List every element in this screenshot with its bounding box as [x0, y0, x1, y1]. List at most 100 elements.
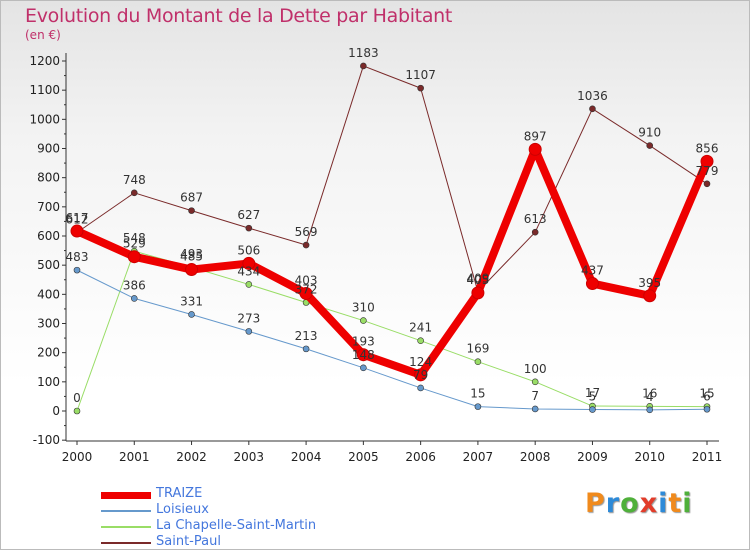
data-label-loisieux: 213	[295, 329, 318, 343]
data-label-saint-paul: 627	[237, 208, 260, 222]
data-label-la-chapelle-saint-martin: 548	[123, 231, 146, 245]
data-point-la-chapelle-saint-martin	[73, 407, 81, 415]
series-line-la-chapelle-saint-martin	[76, 250, 708, 412]
data-point-loisieux	[130, 295, 138, 302]
x-tick-label: 2007	[463, 450, 494, 464]
y-tick-label: 0	[52, 404, 60, 418]
x-tick-label: 2003	[234, 450, 265, 464]
data-point-traize	[242, 256, 256, 270]
legend-swatch	[101, 526, 151, 528]
data-point-traize	[70, 224, 84, 238]
data-point-saint-paul	[130, 189, 138, 197]
data-label-traize: 395	[638, 276, 661, 290]
data-label-saint-paul: 910	[638, 126, 661, 140]
y-tick-label: 200	[37, 346, 60, 360]
data-label-saint-paul: 612	[66, 213, 89, 227]
y-tick-label: 700	[37, 200, 60, 214]
data-point-traize	[585, 277, 599, 291]
data-label-la-chapelle-saint-martin: 434	[237, 264, 260, 278]
data-point-saint-paul	[417, 84, 424, 92]
data-label-loisieux: 331	[180, 294, 203, 308]
data-label-la-chapelle-saint-martin: 372	[295, 283, 318, 297]
x-tick-label: 2000	[62, 450, 93, 464]
x-tick-label: 2001	[119, 450, 150, 464]
data-label-loisieux: 483	[66, 250, 89, 264]
legend-label: Saint-Paul	[156, 534, 221, 549]
data-label-la-chapelle-saint-martin: 241	[409, 321, 432, 335]
y-tick-label: 1000	[29, 112, 60, 126]
data-label-la-chapelle-saint-martin: 0	[73, 391, 81, 405]
data-label-la-chapelle-saint-martin: 15	[699, 387, 714, 401]
data-label-saint-paul: 748	[123, 173, 146, 187]
data-point-la-chapelle-saint-martin	[474, 358, 482, 366]
data-label-saint-paul: 409	[466, 272, 489, 286]
data-point-loisieux	[474, 403, 482, 410]
data-label-traize: 437	[581, 264, 604, 278]
data-label-traize: 485	[180, 250, 203, 264]
data-label-la-chapelle-saint-martin: 493	[180, 247, 203, 261]
y-tick-label: 400	[37, 287, 60, 301]
data-label-traize: 124	[409, 355, 432, 369]
data-label-loisieux: 6	[703, 389, 711, 403]
x-tick-label: 2009	[577, 450, 608, 464]
data-point-la-chapelle-saint-martin	[245, 281, 253, 288]
data-label-traize: 506	[237, 243, 260, 257]
data-point-traize	[185, 263, 199, 277]
data-point-saint-paul	[188, 207, 195, 214]
data-label-saint-paul: 1107	[405, 68, 436, 82]
y-tick-label: 300	[37, 317, 60, 331]
data-point-saint-paul	[531, 228, 539, 236]
data-point-saint-paul	[245, 224, 253, 232]
data-label-traize: 856	[696, 141, 719, 155]
data-point-loisieux	[245, 328, 253, 335]
series-line-saint-paul	[76, 65, 708, 293]
data-label-la-chapelle-saint-martin: 100	[524, 362, 547, 376]
x-tick-label: 2010	[634, 450, 665, 464]
data-label-loisieux: 4	[646, 390, 654, 404]
data-point-traize	[700, 154, 714, 168]
data-point-loisieux	[646, 406, 654, 414]
data-point-traize	[528, 142, 542, 156]
data-label-la-chapelle-saint-martin: 16	[642, 386, 657, 400]
data-label-loisieux: 7	[531, 389, 539, 403]
data-label-loisieux: 79	[413, 368, 428, 382]
y-tick-label: 1100	[29, 83, 60, 97]
data-label-saint-paul: 613	[524, 212, 547, 226]
data-label-loisieux: 386	[123, 278, 146, 292]
data-label-traize: 193	[352, 335, 375, 349]
data-point-la-chapelle-saint-martin	[531, 378, 539, 386]
data-point-loisieux	[188, 311, 195, 318]
y-tick-label: -100	[33, 433, 60, 447]
legend-swatch	[101, 492, 151, 499]
data-label-saint-paul: 1183	[348, 46, 379, 60]
data-label-loisieux: 273	[237, 311, 260, 325]
series-line-traize	[73, 145, 711, 379]
data-point-loisieux	[417, 384, 424, 392]
y-tick-label: 800	[37, 171, 60, 185]
y-tick-label: 1200	[29, 54, 60, 68]
data-point-traize	[299, 286, 313, 300]
data-label-saint-paul: 1036	[577, 89, 608, 103]
x-tick-label: 2004	[291, 450, 322, 464]
data-label-traize: 897	[524, 129, 547, 143]
chart-plot: -100010020030040050060070080090010001100…	[29, 46, 722, 464]
data-point-loisieux	[302, 345, 310, 353]
data-point-traize	[471, 286, 485, 300]
data-label-traize: 403	[295, 273, 318, 287]
y-tick-label: 900	[37, 142, 60, 156]
data-label-loisieux: 5	[589, 390, 597, 404]
chart-title: Evolution du Montant de la Dette par Hab…	[25, 5, 453, 27]
y-tick-label: 100	[37, 375, 60, 389]
x-tick-label: 2002	[176, 450, 207, 464]
data-label-la-chapelle-saint-martin: 17	[585, 386, 600, 400]
data-label-loisieux: 148	[352, 348, 375, 362]
data-label-la-chapelle-saint-martin: 310	[352, 301, 375, 315]
x-tick-label: 2006	[405, 450, 436, 464]
data-point-saint-paul	[703, 180, 711, 188]
data-label-la-chapelle-saint-martin: 169	[466, 342, 489, 356]
data-point-traize	[414, 368, 428, 382]
data-point-traize	[643, 289, 657, 303]
y-tick-label: 600	[37, 229, 60, 243]
data-label-saint-paul: 779	[696, 164, 719, 178]
data-label-traize: 617	[66, 211, 89, 225]
